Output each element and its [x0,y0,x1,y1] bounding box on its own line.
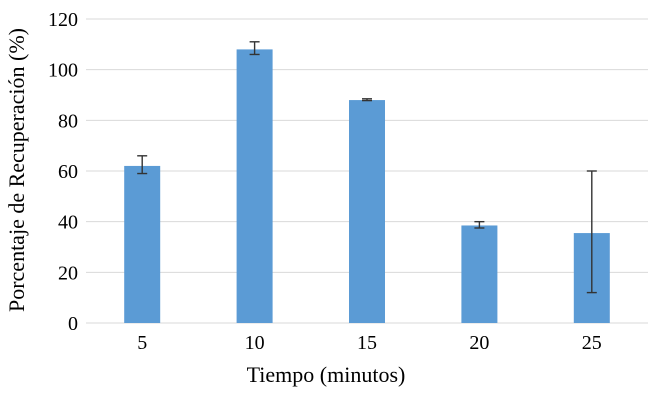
error-bar-5 [137,155,148,175]
x-tick-labels: 5 10 15 20 25 [137,332,602,354]
bar-10 [236,49,273,324]
error-bar-15 [362,98,372,102]
y-tick-0: 0 [68,313,78,335]
x-tick-10: 10 [245,332,265,354]
y-tick-40: 40 [58,212,78,234]
y-tick-60: 60 [58,161,78,183]
y-axis-title: Porcentaje de Recuperación (%) [4,28,29,312]
x-axis-title: Tiempo (minutos) [247,362,406,387]
x-tick-15: 15 [357,332,377,354]
error-bar-20 [474,220,485,229]
bars [124,49,610,324]
y-tick-100: 100 [48,60,78,82]
bar-20 [461,225,498,323]
x-tick-25: 25 [582,332,602,354]
error-bar-25 [586,170,597,294]
y-tick-80: 80 [58,110,78,132]
bar-15 [349,100,385,323]
error-bars [137,41,597,294]
bar-5 [124,165,161,323]
y-tick-labels: 0 20 40 60 80 100 120 [48,9,78,335]
y-tick-120: 120 [48,9,78,31]
x-tick-20: 20 [469,332,489,354]
error-bar-10 [249,41,260,56]
x-tick-5: 5 [137,332,147,354]
y-tick-20: 20 [58,262,78,284]
